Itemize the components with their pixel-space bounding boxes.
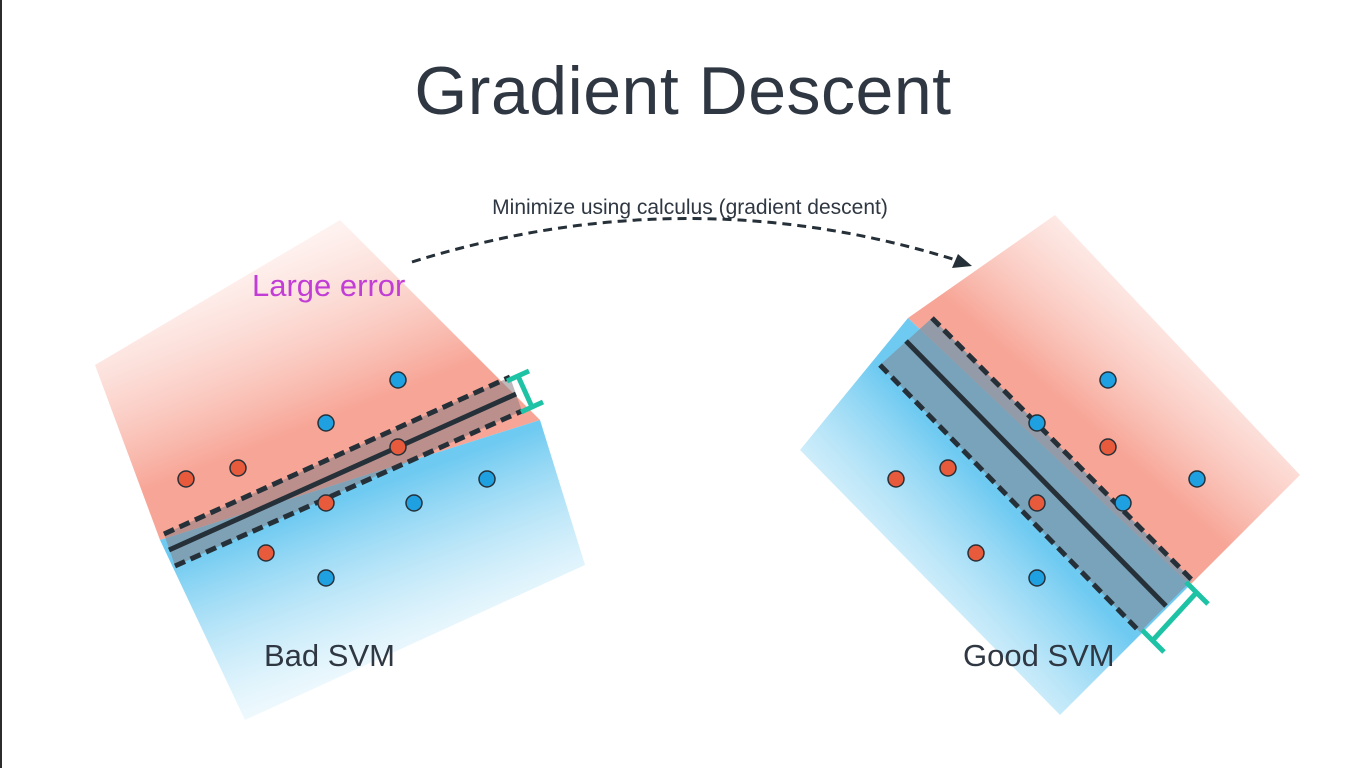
bad-svm-panel bbox=[95, 220, 585, 720]
red-region bbox=[908, 215, 1300, 585]
left-edge-rule bbox=[0, 0, 2, 768]
margin-line-lower bbox=[173, 408, 524, 569]
red-point bbox=[1028, 494, 1046, 512]
red-point bbox=[229, 459, 247, 477]
red-point bbox=[389, 438, 407, 456]
red-point bbox=[317, 494, 335, 512]
blue-region bbox=[160, 420, 585, 720]
good-svm-panel bbox=[800, 215, 1300, 715]
blue-point bbox=[405, 494, 423, 512]
blue-point bbox=[1028, 414, 1046, 432]
blue-point bbox=[1028, 569, 1046, 587]
arrow-caption: Minimize using calculus (gradient descen… bbox=[492, 196, 888, 219]
blue-point bbox=[1099, 371, 1117, 389]
red-point bbox=[177, 470, 195, 488]
slide-title: Gradient Descent bbox=[414, 53, 952, 129]
blue-point bbox=[317, 414, 335, 432]
margin-bracket-icon bbox=[1140, 580, 1210, 654]
red-point bbox=[257, 544, 275, 562]
large-error-label: Large error bbox=[252, 268, 406, 303]
blue-point bbox=[478, 470, 496, 488]
blue-point bbox=[1114, 494, 1132, 512]
blue-point bbox=[1188, 470, 1206, 488]
blue-point bbox=[317, 569, 335, 587]
bad-svm-label: Bad SVM bbox=[264, 638, 395, 673]
red-point bbox=[967, 544, 985, 562]
red-region bbox=[95, 220, 540, 540]
dashed-arrow-icon bbox=[411, 217, 972, 268]
decision-boundary bbox=[904, 339, 1168, 608]
red-point bbox=[1099, 438, 1117, 456]
good-svm-label: Good SVM bbox=[963, 638, 1115, 673]
red-point bbox=[887, 470, 905, 488]
margin-line-upper bbox=[162, 374, 512, 537]
decision-boundary bbox=[167, 391, 518, 553]
blue-region bbox=[800, 318, 1190, 715]
blue-point bbox=[389, 371, 407, 389]
margin-line-upper bbox=[930, 316, 1194, 582]
margin-line-lower bbox=[878, 363, 1142, 634]
margin-bracket-icon bbox=[505, 368, 545, 415]
red-point bbox=[939, 459, 957, 477]
